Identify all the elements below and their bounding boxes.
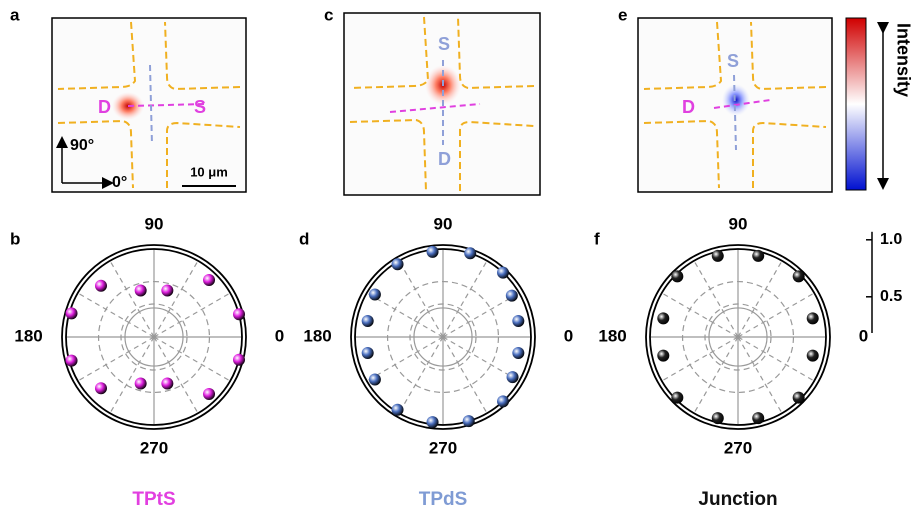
scale-label: 10 μm <box>190 164 228 179</box>
data-point <box>464 247 476 259</box>
spoke <box>367 337 443 381</box>
colorbar-label: Intensity <box>893 23 913 97</box>
angle-tick-label: 90 <box>145 214 164 233</box>
drain-label: D <box>682 97 695 117</box>
angle-tick-label: 0 <box>564 326 573 345</box>
drain-label: D <box>438 149 451 169</box>
spoke <box>110 337 154 413</box>
data-point <box>657 350 669 362</box>
spoke <box>154 293 230 337</box>
spoke <box>443 337 487 413</box>
data-point <box>95 280 107 292</box>
data-point <box>657 312 669 324</box>
data-point <box>95 382 107 394</box>
spoke <box>154 337 198 413</box>
data-point <box>362 347 374 359</box>
data-point <box>392 404 404 416</box>
data-point <box>427 416 439 428</box>
sample-label: TPdS <box>419 489 468 510</box>
spoke <box>110 261 154 337</box>
data-point <box>712 250 724 262</box>
source-label: S <box>727 51 739 71</box>
angle-tick-label: 270 <box>429 438 457 457</box>
data-point <box>752 250 764 262</box>
angle-tick-label: 180 <box>14 326 42 345</box>
data-point <box>233 354 245 366</box>
data-point <box>506 290 518 302</box>
data-point <box>203 274 215 286</box>
panel-letter: f <box>594 229 600 248</box>
panel-letter: a <box>10 5 20 24</box>
angle-tick-label: 180 <box>303 326 331 345</box>
spoke <box>694 261 738 337</box>
drain-label: D <box>98 97 111 117</box>
data-point <box>66 355 78 367</box>
spoke <box>154 337 230 381</box>
spoke <box>738 337 814 381</box>
angle-tick-label: 90 <box>434 214 453 233</box>
spoke <box>694 337 738 413</box>
panel-letter: b <box>10 229 20 248</box>
spoke <box>738 293 814 337</box>
data-point <box>161 284 173 296</box>
data-point <box>507 371 519 383</box>
spoke <box>738 261 782 337</box>
spoke <box>399 261 443 337</box>
spoke <box>443 261 487 337</box>
data-point <box>362 315 374 327</box>
angle-tick-label: 270 <box>140 438 168 457</box>
spoke <box>367 293 443 337</box>
data-point <box>233 308 245 320</box>
angle-tick-label: 180 <box>598 326 626 345</box>
sample-label: TPtS <box>132 489 175 510</box>
data-point <box>203 388 215 400</box>
angle-tick-label: 90 <box>729 214 748 233</box>
spoke <box>78 293 154 337</box>
spoke <box>78 337 154 381</box>
sample-label: Junction <box>698 489 777 510</box>
data-point <box>807 350 819 362</box>
radial-tick-label: 0.5 <box>880 288 902 305</box>
panel-letter: d <box>299 229 309 248</box>
image-e <box>638 18 832 192</box>
data-point <box>161 378 173 390</box>
colorbar <box>846 18 866 190</box>
angle-tick-label: 270 <box>724 438 752 457</box>
data-point <box>793 270 805 282</box>
data-point <box>66 307 78 319</box>
data-point <box>392 258 404 270</box>
spoke <box>662 337 738 381</box>
angle-label: 0° <box>112 174 127 191</box>
data-point <box>135 378 147 390</box>
data-point <box>671 270 683 282</box>
data-point <box>512 347 524 359</box>
spoke <box>738 337 782 413</box>
data-point <box>671 392 683 404</box>
data-point <box>497 395 509 407</box>
angle-tick-label: 0 <box>859 326 868 345</box>
panel-letter: e <box>618 5 627 24</box>
data-point <box>463 415 475 427</box>
data-point <box>512 315 524 327</box>
spoke <box>662 293 738 337</box>
angle-tick-label: 0 <box>275 326 284 345</box>
data-point <box>793 392 805 404</box>
radial-tick-label: 1.0 <box>880 231 902 248</box>
data-point <box>135 284 147 296</box>
source-label: S <box>438 34 450 54</box>
figure: Intensity a c e D S S D S D 90° 0° 10 μm… <box>0 0 919 519</box>
spoke <box>154 261 198 337</box>
data-point <box>497 267 509 279</box>
data-point <box>807 312 819 324</box>
angle-label: 90° <box>70 137 94 154</box>
data-point <box>712 412 724 424</box>
source-label: S <box>194 97 206 117</box>
spoke <box>399 337 443 413</box>
data-point <box>752 412 764 424</box>
data-point <box>369 374 381 386</box>
panel-letter: c <box>324 5 333 24</box>
data-point <box>369 288 381 300</box>
data-point <box>427 246 439 258</box>
